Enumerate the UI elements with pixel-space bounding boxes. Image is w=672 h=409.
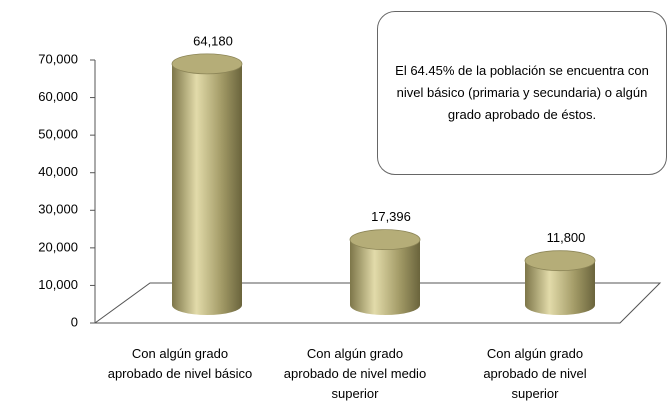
bar-part [524,250,596,272]
value-label: 64,180 [193,33,233,48]
bar-part [172,63,242,315]
x-tick-label: Con algún grado aprobado de nivel medio … [283,346,427,401]
value-label: 17,396 [371,209,411,224]
y-tick-label: 60,000 [38,89,78,104]
bar [171,53,243,315]
y-tick-label: 40,000 [38,164,78,179]
bar-part [525,260,595,315]
y-tick-label: 0 [71,314,78,329]
value-label: 11,800 [547,230,586,245]
bar-part [349,229,421,251]
y-tick-label: 70,000 [38,51,78,66]
bar [524,250,596,315]
bar [349,229,421,315]
bar-part [350,239,420,315]
x-tick-label: Con algún grado aprobado de nivel superi… [483,346,587,401]
y-tick-label: 20,000 [38,239,78,254]
bar-part [171,53,243,75]
y-tick-label: 50,000 [38,127,78,142]
annotation-text: El 64.45% de la población se encuentra c… [395,63,649,122]
y-tick-label: 10,000 [38,277,78,292]
y-tick-label: 30,000 [38,202,78,217]
floor [93,282,662,324]
x-tick-label: Con algún grado aprobado de nivel básico [107,346,253,381]
annotation: El 64.45% de la población se encuentra c… [377,11,667,175]
